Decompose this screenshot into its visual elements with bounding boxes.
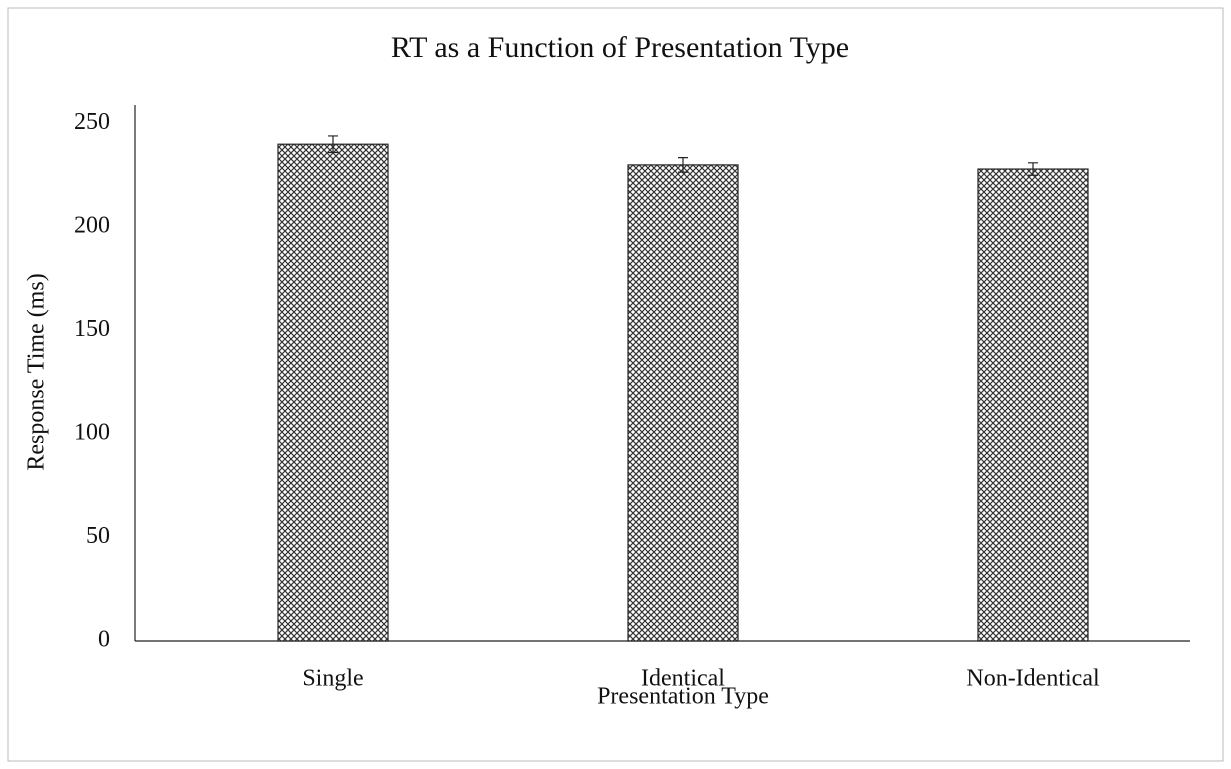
- y-tick-label: 100: [74, 420, 110, 446]
- bar: [977, 168, 1089, 642]
- y-tick-label: 250: [74, 109, 110, 135]
- x-tick-label: Single: [302, 666, 363, 692]
- error-bar: [1028, 162, 1038, 176]
- x-tick-label: Non-Identical: [966, 666, 1100, 692]
- error-bar: [328, 135, 338, 154]
- y-tick-label: 150: [74, 316, 110, 342]
- error-bar: [678, 157, 688, 173]
- y-tick-label: 50: [86, 523, 110, 549]
- chart-title: RT as a Function of Presentation Type: [391, 31, 849, 64]
- x-axis-label: Presentation Type: [597, 684, 769, 710]
- y-tick-label: 200: [74, 213, 110, 239]
- x-tick-label: Identical: [641, 666, 725, 692]
- bar: [277, 143, 389, 642]
- y-axis-label: Response Time (ms): [24, 273, 50, 470]
- bar: [627, 164, 739, 642]
- y-tick-label: 0: [98, 627, 110, 653]
